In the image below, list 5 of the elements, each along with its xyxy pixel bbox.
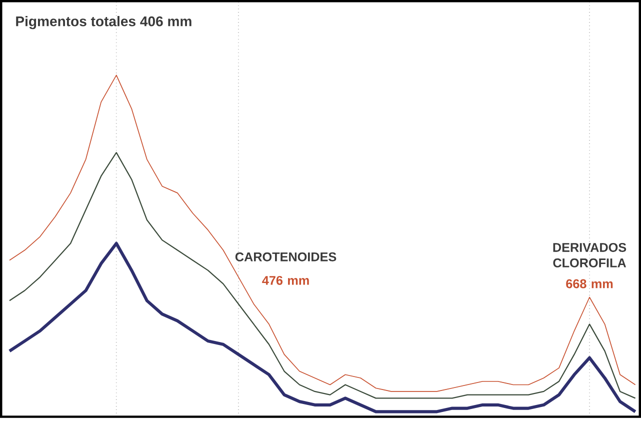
- annotation: 476 mm: [262, 276, 309, 285]
- annotation: 668 mm: [566, 279, 613, 288]
- chart-title: Pigmentos totales 406 mm: [16, 16, 192, 29]
- annotation: DERIVADOS CLOROFILA: [553, 242, 626, 268]
- annotation: CAROTENOIDES: [235, 252, 336, 262]
